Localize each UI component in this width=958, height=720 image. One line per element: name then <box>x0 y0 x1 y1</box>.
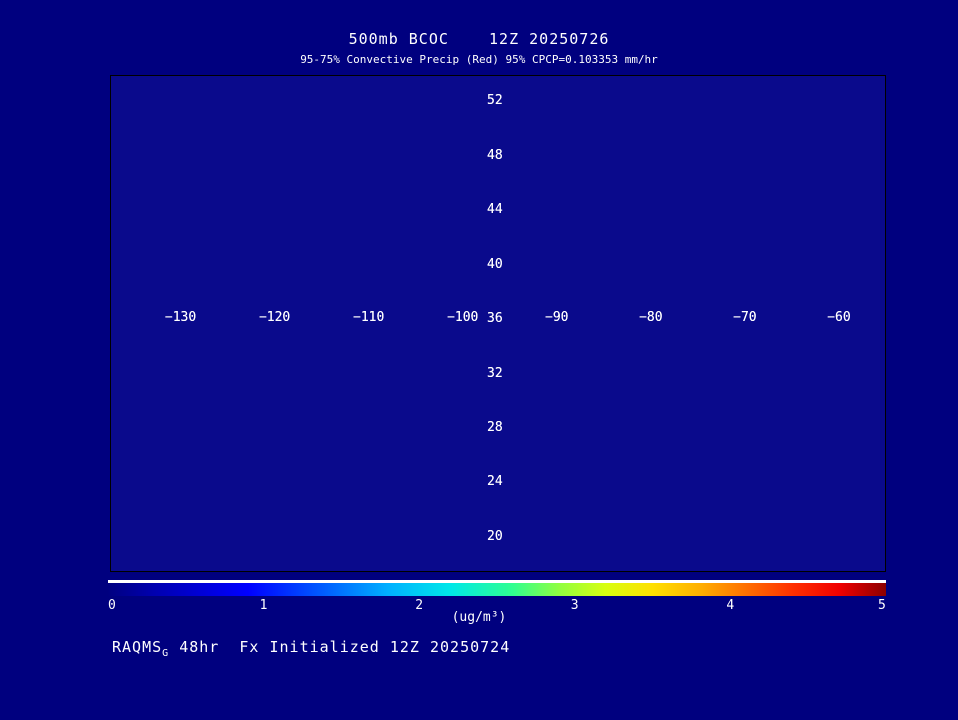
map-plot-area <box>110 75 886 572</box>
colorbar-tick-label: 1 <box>259 598 268 613</box>
footer-model: RAQMS <box>112 638 163 656</box>
map-field-canvas <box>111 76 885 571</box>
chart-subtitle: 95-75% Convective Precip (Red) 95% CPCP=… <box>300 53 658 66</box>
footer-caption: RAQMSG 48hr Fx Initialized 12Z 20250724 <box>112 638 510 659</box>
colorbar-gradient <box>108 583 886 596</box>
colorbar-tick-label: 3 <box>570 598 579 613</box>
colorbar-units-label: (ug/m³) <box>451 610 507 625</box>
colorbar-top-rule <box>108 580 886 583</box>
colorbar-tick-label: 2 <box>415 598 424 613</box>
colorbar <box>108 580 886 598</box>
footer-text: 48hr Fx Initialized 12Z 20250724 <box>169 638 511 656</box>
colorbar-tick-label: 0 <box>108 598 116 613</box>
colorbar-tick-label: 5 <box>878 598 886 613</box>
footer-model-subscript: G <box>162 648 170 659</box>
chart-title: 500mb BCOC 12Z 20250726 <box>348 30 610 48</box>
colorbar-tick-label: 4 <box>726 598 735 613</box>
